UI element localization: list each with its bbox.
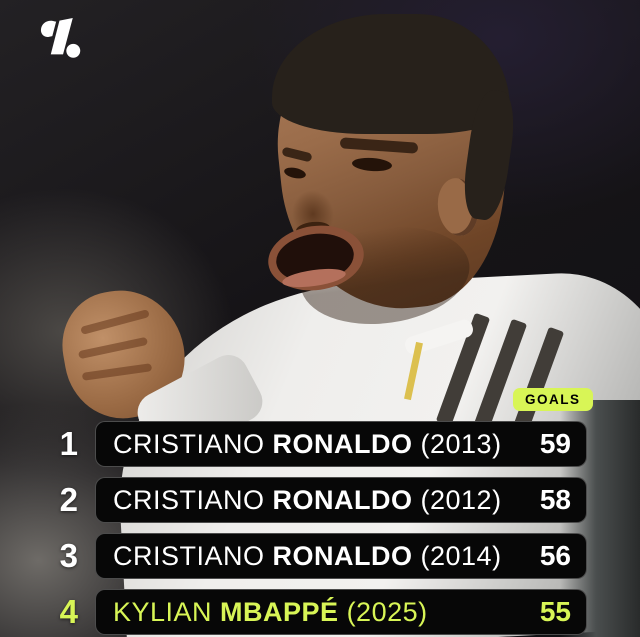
player-last-name: MBAPPÉ — [220, 596, 339, 627]
player-first-name: CRISTIANO — [113, 484, 265, 515]
goals-count: 56 — [539, 540, 571, 571]
ranking-row-4-highlighted: KYLIAN MBAPPÉ (2025) 55 — [95, 589, 587, 635]
ranking-row-1: CRISTIANO RONALDO (2013) 59 — [95, 421, 587, 467]
onefootball-logo-icon — [40, 18, 81, 58]
rank-number-4: 4 — [59, 593, 78, 630]
player-hair — [272, 14, 510, 134]
goals-count: 58 — [539, 484, 571, 515]
goals-badge: GOALS — [513, 388, 593, 411]
ranking-row-2: CRISTIANO RONALDO (2012) 58 — [95, 477, 587, 523]
player-last-name: RONALDO — [272, 484, 413, 515]
ranking-row-3: CRISTIANO RONALDO (2014) 56 — [95, 533, 587, 579]
player-last-name: RONALDO — [272, 428, 413, 459]
season-year: (2013) — [420, 428, 502, 459]
season-year: (2014) — [420, 540, 502, 571]
player-last-name: RONALDO — [272, 540, 413, 571]
season-year: (2012) — [420, 484, 502, 515]
player-first-name: CRISTIANO — [113, 540, 265, 571]
goals-count: 59 — [539, 428, 571, 459]
season-year: (2025) — [346, 596, 428, 627]
rank-number-3: 3 — [59, 537, 78, 574]
player-first-name: CRISTIANO — [113, 428, 265, 459]
rank-number-2: 2 — [59, 481, 78, 518]
player-first-name: KYLIAN — [113, 596, 213, 627]
goals-count: 55 — [539, 596, 571, 627]
rank-number-1: 1 — [59, 425, 78, 462]
